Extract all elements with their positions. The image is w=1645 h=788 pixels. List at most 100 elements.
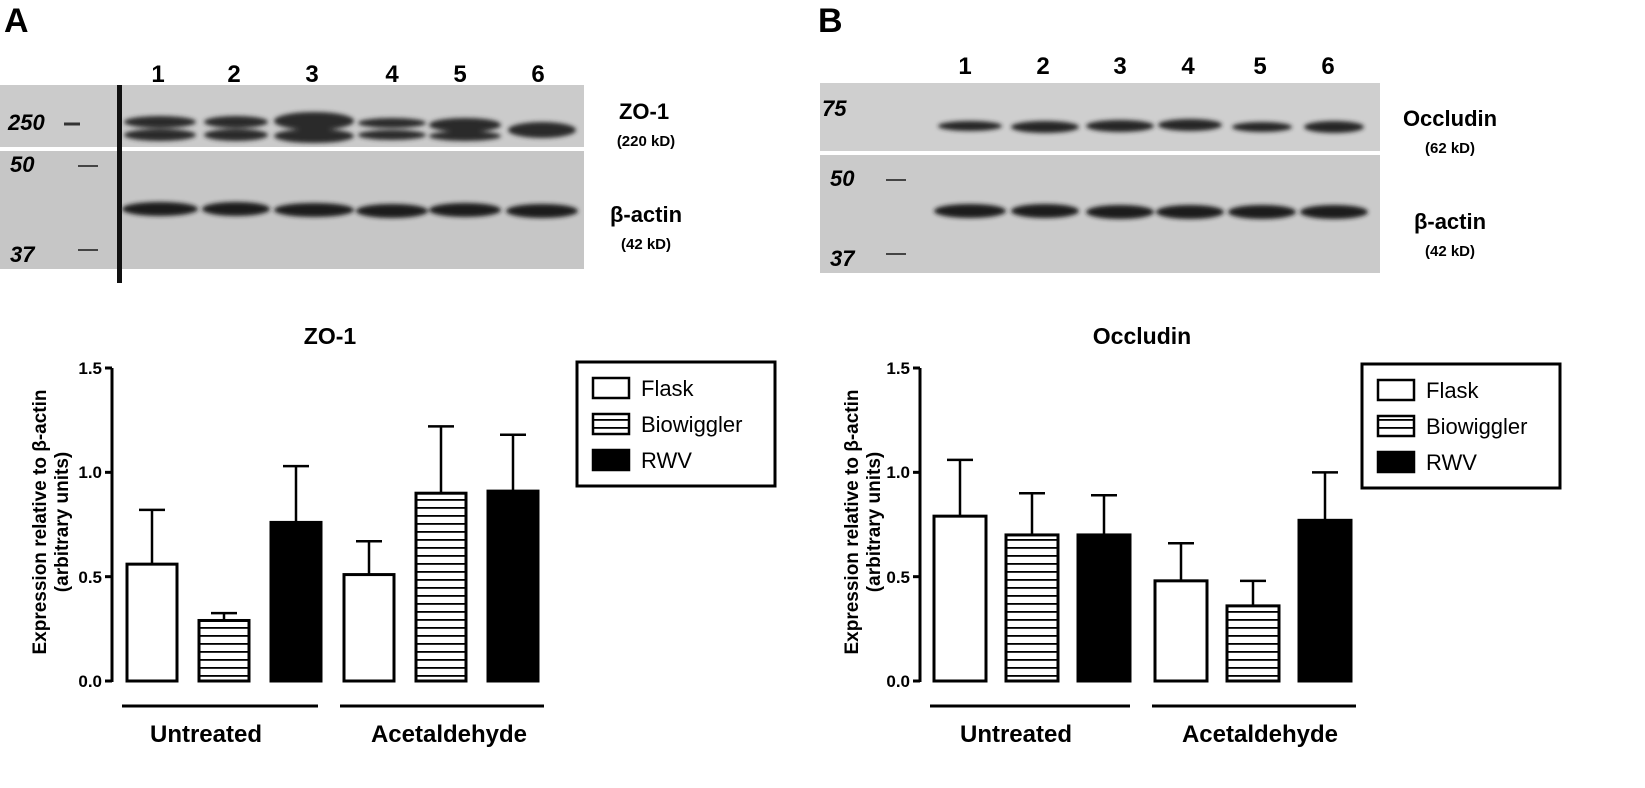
blot-b-protein-bottom: β-actin xyxy=(1414,209,1486,234)
band xyxy=(429,131,501,141)
band xyxy=(204,116,268,128)
group-brackets: Untreated Acetaldehyde xyxy=(930,704,1356,748)
y-tick-label: 0.5 xyxy=(886,568,910,587)
y-tick-labels: 0.0 0.5 1.0 1.5 xyxy=(78,359,102,691)
bar-flask-acetaldehyde xyxy=(1153,579,1209,683)
band xyxy=(1086,205,1154,219)
blot-a-protein-bottom: β-actin xyxy=(610,202,682,227)
blot-b-actin-bands xyxy=(934,204,1368,219)
y-axis-label-line2: (arbitrary units) xyxy=(864,452,885,592)
band xyxy=(1086,120,1154,132)
band xyxy=(1300,205,1368,219)
legend: Flask Biowiggler RWV xyxy=(1360,362,1562,490)
blot-b-protein-top-kd: (62 kD) xyxy=(1425,140,1475,157)
lane-number: 3 xyxy=(305,61,318,88)
band xyxy=(1156,205,1224,219)
bars xyxy=(932,458,1353,683)
blot-b-occludin-bands xyxy=(938,119,1364,133)
band xyxy=(1232,122,1292,132)
marker-label: 37 xyxy=(10,242,36,267)
band xyxy=(124,116,196,128)
legend-swatch-flask xyxy=(591,376,631,400)
blot-b-protein-bottom-kd: (42 kD) xyxy=(1425,243,1475,260)
lane-number: 4 xyxy=(385,61,399,88)
blot-a-protein-bottom-kd: (42 kD) xyxy=(621,236,671,253)
legend-label-rwv: RWV xyxy=(641,448,692,473)
y-tick-labels: 0.0 0.5 1.0 1.5 xyxy=(886,359,910,691)
group-label-untreated: Untreated xyxy=(150,721,262,748)
band xyxy=(1011,204,1079,218)
lane-number: 1 xyxy=(958,53,971,80)
band xyxy=(506,204,578,218)
y-tick-label: 1.0 xyxy=(886,463,910,482)
lane-number: 4 xyxy=(1181,53,1195,80)
legend-label-flask: Flask xyxy=(1426,378,1480,403)
chart-title: Occludin xyxy=(1093,323,1191,349)
lane-number: 5 xyxy=(1253,53,1266,80)
bar-biowiggler-untreated xyxy=(1004,533,1060,683)
band xyxy=(938,121,1002,131)
bar-biowiggler-acetaldehyde xyxy=(1225,604,1281,683)
group-label-acetaldehyde: Acetaldehyde xyxy=(371,721,527,748)
y-tick-label: 1.0 xyxy=(78,463,102,482)
chart-zo1: ZO-1 Expression relative to β-actin (arb… xyxy=(30,323,777,748)
group-brackets: Untreated Acetaldehyde xyxy=(122,704,544,748)
legend: Flask Biowiggler RWV xyxy=(575,360,777,488)
lane-number: 6 xyxy=(531,61,544,88)
band xyxy=(124,129,196,141)
y-tick-label: 0.0 xyxy=(78,672,102,691)
blot-b-top-membrane xyxy=(820,83,1380,151)
blot-a-actin-bands xyxy=(122,202,578,218)
blot-b-lane-numbers: 1 2 3 4 5 6 xyxy=(958,53,1334,80)
band xyxy=(358,118,426,128)
bars xyxy=(125,425,540,683)
legend-label-biowiggler: Biowiggler xyxy=(641,412,743,437)
y-axis-label: Expression relative to β-actin (arbitrar… xyxy=(30,389,73,654)
marker-label: 37 xyxy=(830,246,856,271)
y-axis-label-line1: Expression relative to β-actin xyxy=(30,389,51,654)
band xyxy=(274,129,354,143)
y-tick-label: 0.5 xyxy=(78,568,102,587)
y-axis-label-line1: Expression relative to β-actin xyxy=(842,389,863,654)
y-tick-label: 0.0 xyxy=(886,672,910,691)
lane-number: 5 xyxy=(453,61,466,88)
bar-rwv-untreated xyxy=(1076,533,1132,683)
band xyxy=(356,204,428,218)
marker-label: 50 xyxy=(830,166,855,191)
blot-b: 1 2 3 4 5 6 75 50 37 xyxy=(820,53,1497,273)
band xyxy=(204,129,268,141)
legend-swatch-flask xyxy=(1376,378,1416,402)
band xyxy=(358,130,426,140)
group-label-acetaldehyde: Acetaldehyde xyxy=(1182,721,1338,748)
band xyxy=(274,203,354,217)
blot-a-protein-top: ZO-1 xyxy=(619,99,669,124)
bar-flask-acetaldehyde xyxy=(342,573,396,683)
band xyxy=(429,203,501,217)
band xyxy=(274,112,354,130)
band xyxy=(429,118,501,132)
legend-label-flask: Flask xyxy=(641,376,695,401)
axes xyxy=(913,366,922,683)
lane-number: 2 xyxy=(1036,53,1049,80)
marker-label: 50 xyxy=(10,152,35,177)
band xyxy=(1304,121,1364,133)
panel-letter-a: A xyxy=(4,2,29,40)
lane-number: 2 xyxy=(227,61,240,88)
band xyxy=(1011,121,1079,133)
chart-title: ZO-1 xyxy=(304,323,357,349)
bar-rwv-untreated xyxy=(269,520,323,683)
y-axis-label: Expression relative to β-actin (arbitrar… xyxy=(842,389,885,654)
y-axis-label-line2: (arbitrary units) xyxy=(52,452,73,592)
band xyxy=(934,204,1006,218)
bar-rwv-acetaldehyde xyxy=(1297,518,1353,683)
marker-label: 75 xyxy=(822,96,847,121)
lane-number: 3 xyxy=(1113,53,1126,80)
chart-occludin: Occludin Expression relative to β-actin … xyxy=(842,323,1562,748)
blot-b-markers: 75 50 37 xyxy=(822,96,906,271)
legend-swatch-rwv xyxy=(1376,450,1416,474)
band xyxy=(1158,119,1222,131)
group-label-untreated: Untreated xyxy=(960,721,1072,748)
blot-a-protein-top-kd: (220 kD) xyxy=(617,133,675,150)
legend-swatch-biowiggler xyxy=(1376,414,1416,438)
